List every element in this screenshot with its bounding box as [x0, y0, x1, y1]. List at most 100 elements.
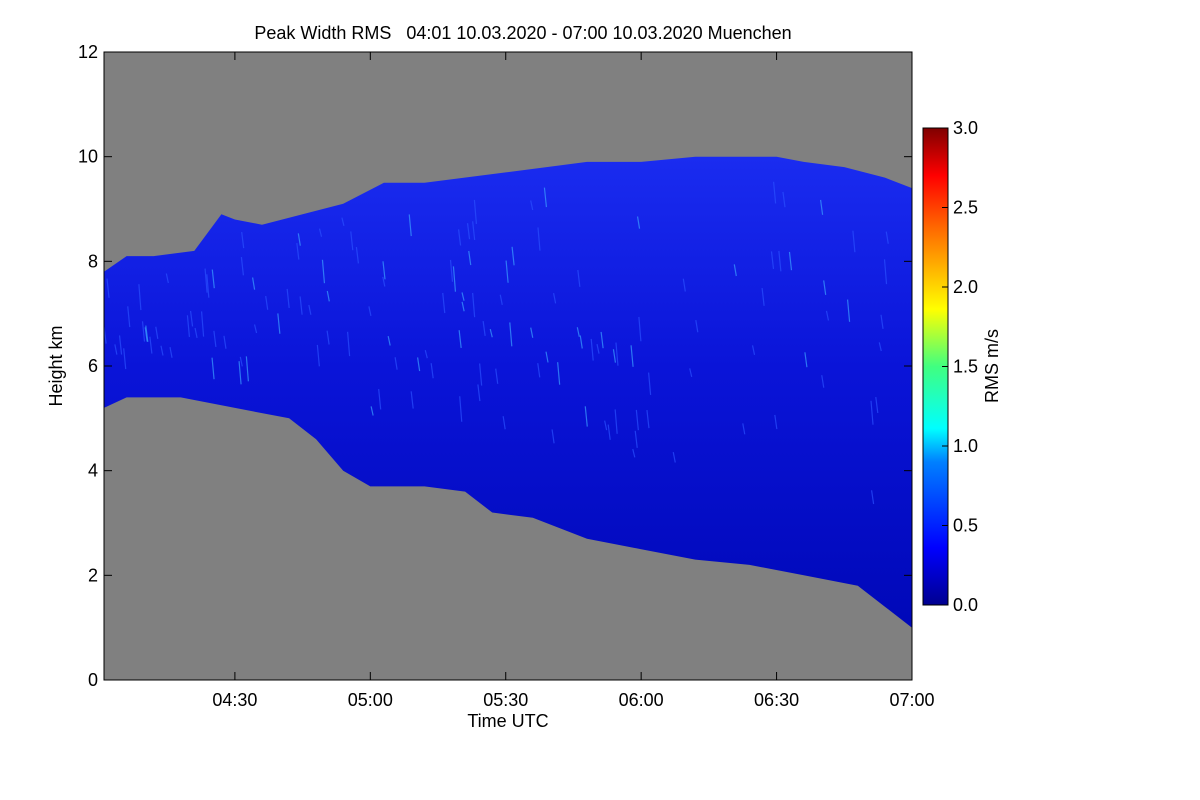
x-tick-label: 05:30 — [483, 690, 528, 710]
cloud-streak — [442, 292, 446, 314]
cloud-streak — [241, 232, 245, 249]
cloud-streak — [387, 335, 391, 346]
cloud-streak — [557, 362, 561, 385]
cloud-streak — [875, 396, 879, 413]
cloud-streak — [821, 375, 825, 388]
cloud-streak — [466, 223, 471, 240]
cloud-streak — [160, 345, 164, 356]
cloud-streak — [761, 288, 765, 306]
cloud-streak — [695, 320, 699, 333]
x-tick-label: 06:30 — [754, 690, 799, 710]
cloud-streak — [350, 231, 354, 251]
cloud-streak — [458, 330, 462, 348]
cloud-streak — [646, 409, 650, 429]
cloud-streak — [530, 327, 534, 338]
cloud-streak — [318, 228, 323, 237]
cloud-streak — [194, 327, 198, 338]
cloud-streak — [577, 269, 581, 287]
cloud-streak — [632, 448, 636, 458]
cloud-streak — [825, 310, 830, 321]
cloud-streak — [782, 191, 786, 208]
cloud-streak — [341, 217, 345, 227]
cloud-streak — [733, 264, 737, 277]
cloud-streak — [265, 296, 269, 310]
cloud-streak — [461, 292, 465, 301]
cloud-streak — [316, 344, 320, 367]
cloud-streak — [612, 349, 617, 363]
cloud-streak — [584, 406, 588, 427]
cloud-streak — [499, 294, 503, 305]
cloud-streak — [144, 327, 148, 342]
cloud-streak — [206, 274, 210, 298]
cloud-streak — [473, 199, 478, 224]
cloud-streak — [472, 221, 476, 240]
cloud-streak — [204, 268, 208, 293]
cloud-streak — [543, 187, 548, 208]
cloud-streak — [774, 414, 778, 430]
colorbar-tick-label: 0.5 — [953, 516, 978, 536]
cloud-streak — [505, 260, 509, 283]
colorbar-tick-label: 2.0 — [953, 277, 978, 297]
x-tick-label: 05:00 — [348, 690, 393, 710]
cloud-streak — [482, 320, 486, 336]
y-tick-label: 12 — [78, 42, 98, 62]
cloud-streak — [240, 256, 244, 276]
cloud-streak — [114, 344, 118, 355]
cloud-streak — [370, 406, 374, 416]
colorbar-axis: 0.0 0.5 1.0 1.5 2.0 2.5 3.0 — [942, 118, 978, 615]
cloud-streak — [600, 331, 604, 349]
cloud-streak — [495, 368, 499, 384]
cloud-streak — [742, 423, 746, 435]
cloud-streak — [211, 269, 215, 289]
cloud-streak — [326, 290, 330, 302]
cloud-streak — [590, 338, 594, 361]
cloud-streak — [141, 321, 146, 342]
cloud-streak — [410, 391, 414, 409]
cloud-streak — [509, 322, 513, 347]
cloud-streak — [169, 346, 173, 358]
cloud-streak — [123, 348, 127, 370]
cloud-streak — [296, 243, 300, 260]
cloud-streak — [479, 363, 483, 386]
cloud-streak — [457, 229, 462, 246]
y-tick-label: 6 — [88, 356, 98, 376]
cloud-streak — [870, 400, 874, 425]
cloud-streak — [788, 251, 793, 271]
cloud-streak — [772, 181, 777, 204]
colorbar-tick-label: 1.0 — [953, 436, 978, 456]
cloud-streak — [615, 342, 619, 366]
cloud-streak — [461, 301, 465, 312]
cloud-streak — [596, 343, 600, 354]
cloud-streak — [299, 296, 303, 315]
cloud-streak — [286, 288, 290, 309]
cloud-streak — [545, 351, 549, 363]
cloud-streak — [449, 259, 454, 282]
cloud-streak — [251, 277, 256, 290]
cloud-streak — [880, 314, 884, 329]
cloud-streak — [672, 452, 676, 463]
cloud-streak — [614, 409, 618, 434]
x-tick-label: 07:00 — [889, 690, 934, 710]
cloud-streak — [452, 266, 457, 292]
cloud-streak — [579, 335, 583, 349]
colorbar-label: RMS m/s — [982, 329, 1002, 403]
cloud-streak — [638, 316, 642, 342]
cloud-streak — [604, 420, 608, 431]
cloud-streak — [819, 199, 824, 215]
x-axis: 04:30 05:00 05:30 06:00 06:30 07:00 — [212, 52, 935, 710]
cloud-streak — [223, 335, 227, 349]
cloud-streak — [689, 368, 693, 377]
cloud-streak — [537, 363, 541, 378]
cloud-streak — [430, 363, 434, 379]
cloud-streak — [326, 330, 330, 345]
cloud-streak — [200, 311, 205, 337]
cloud-streak — [630, 345, 634, 367]
cloud-streak — [378, 389, 382, 410]
chart-title: Peak Width RMS 04:01 10.03.2020 - 07:00 … — [254, 23, 791, 43]
cloud-streak — [576, 327, 580, 337]
cloud-streak — [297, 233, 301, 246]
cloud-streak — [382, 276, 386, 287]
cloud-streak — [186, 315, 191, 337]
cloud-streak — [823, 280, 827, 295]
plot-area — [104, 156, 912, 628]
